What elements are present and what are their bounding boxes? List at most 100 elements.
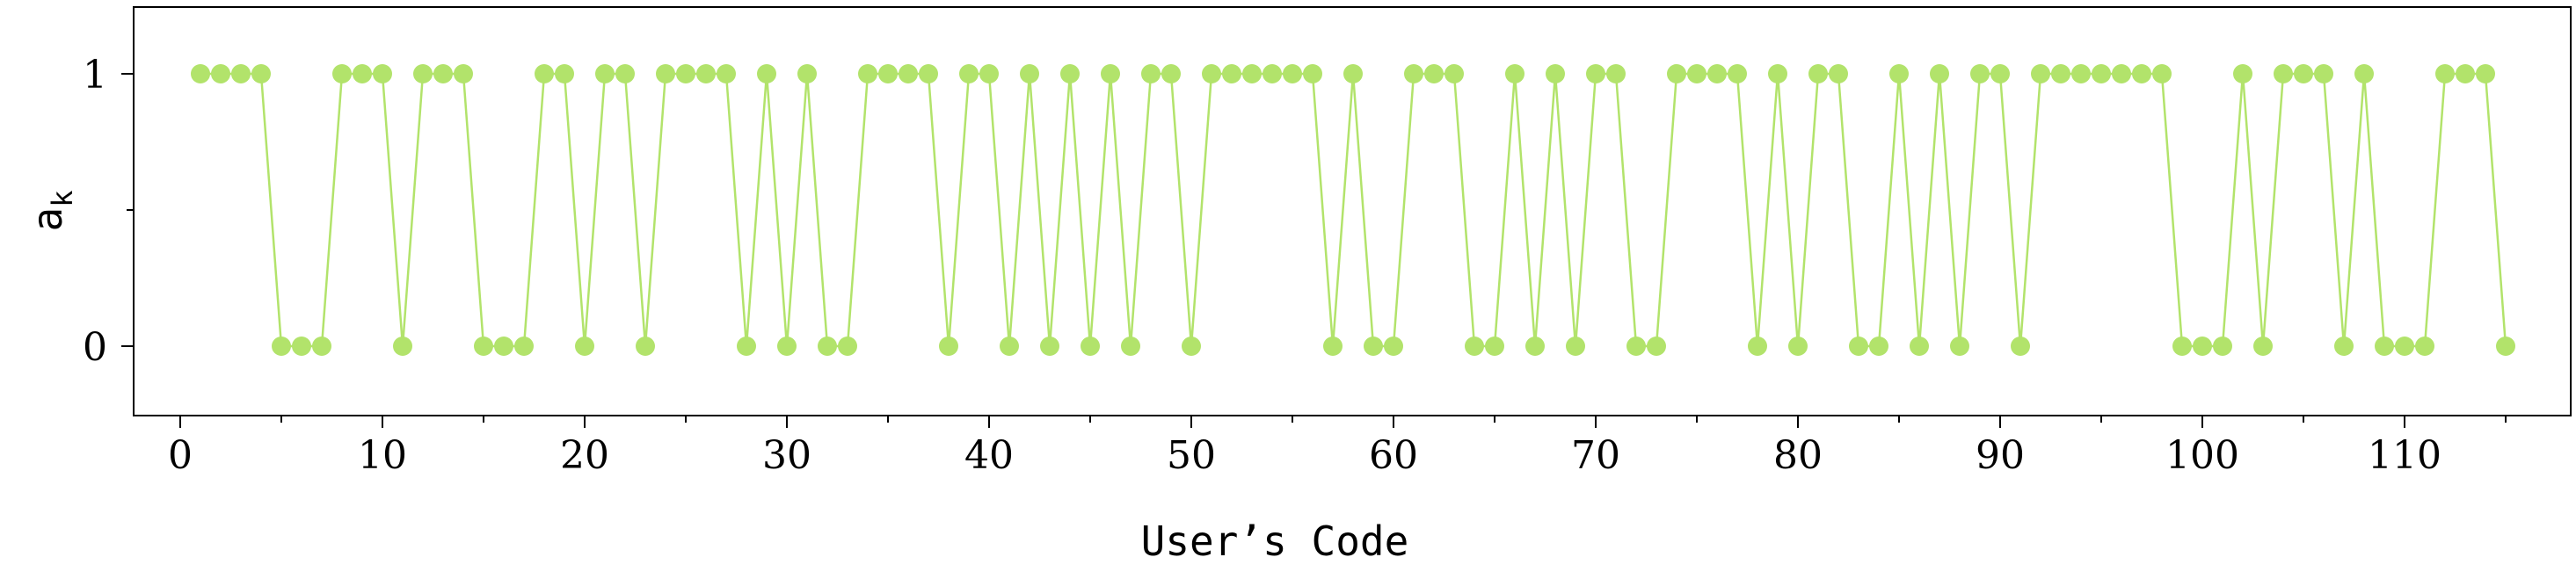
- data-point: [1869, 337, 1888, 356]
- data-point: [1444, 64, 1464, 83]
- data-point: [1970, 64, 1990, 83]
- data-point: [1566, 337, 1585, 356]
- data-point: [878, 64, 898, 83]
- data-point: [676, 64, 695, 83]
- data-point: [353, 64, 372, 83]
- data-point: [797, 64, 817, 83]
- x-tick-label: 20: [560, 433, 609, 478]
- data-point: [1101, 64, 1120, 83]
- data-point: [1748, 337, 1767, 356]
- data-point: [615, 64, 635, 83]
- data-point: [191, 64, 210, 83]
- data-point: [1485, 337, 1504, 356]
- data-point: [514, 337, 534, 356]
- data-point: [1303, 64, 1322, 83]
- x-tick-label: 80: [1773, 433, 1823, 478]
- data-point: [1950, 337, 1969, 356]
- data-point: [1586, 64, 1605, 83]
- data-point: [1323, 337, 1343, 356]
- data-point: [2193, 337, 2212, 356]
- data-point: [1182, 337, 1201, 356]
- data-point: [2354, 64, 2374, 83]
- data-point: [1141, 64, 1161, 83]
- x-tick-label: 40: [964, 433, 1014, 478]
- data-point: [393, 337, 412, 356]
- data-point: [838, 337, 857, 356]
- data-point: [1728, 64, 1747, 83]
- data-point: [1161, 64, 1181, 83]
- labels: 0 10 20 30 40 50 60 70 80 90 100 110 0 1 User’s Code ak: [24, 53, 2441, 565]
- data-point: [1384, 337, 1403, 356]
- x-axis-title: User’s Code: [1141, 517, 1409, 565]
- data-point: [818, 337, 837, 356]
- data-point: [899, 64, 918, 83]
- data-point: [1000, 337, 1019, 356]
- data-point: [1465, 337, 1484, 356]
- data-point: [2213, 337, 2232, 356]
- data-point: [2031, 64, 2050, 83]
- axes: [121, 6, 2572, 428]
- data-point: [1707, 64, 1727, 83]
- data-point: [2395, 337, 2414, 356]
- data-point: [231, 64, 251, 83]
- data-point: [1364, 337, 1383, 356]
- data-point: [2112, 64, 2131, 83]
- data-point: [2152, 64, 2172, 83]
- data-point: [413, 64, 433, 83]
- data-point: [1060, 64, 1080, 83]
- data-point: [1546, 64, 1565, 83]
- data-point: [1910, 337, 1929, 356]
- data-point: [1121, 337, 1140, 356]
- data-point: [757, 64, 776, 83]
- data-point: [1849, 337, 1868, 356]
- data-point: [2051, 64, 2070, 83]
- data-point: [1768, 64, 1787, 83]
- data-point: [696, 64, 716, 83]
- data-point: [2435, 64, 2455, 83]
- data-point: [1202, 64, 1221, 83]
- data-point: [979, 64, 999, 83]
- data-point: [1040, 337, 1059, 356]
- data-point: [1687, 64, 1706, 83]
- data-point: [1505, 64, 1524, 83]
- series-line: [200, 72, 2507, 348]
- data-point: [2092, 64, 2111, 83]
- data-point: [636, 337, 655, 356]
- data-point: [1788, 337, 1808, 356]
- data-point: [717, 64, 736, 83]
- series-a-k: [191, 64, 2515, 356]
- data-point: [1404, 64, 1423, 83]
- data-point: [1930, 64, 1949, 83]
- data-point: [919, 64, 938, 83]
- data-point: [433, 64, 453, 83]
- data-point: [535, 64, 554, 83]
- data-point: [2456, 64, 2475, 83]
- data-point: [2274, 64, 2293, 83]
- data-point: [1606, 64, 1626, 83]
- x-tick-label: 100: [2165, 433, 2239, 478]
- data-point: [1889, 64, 1909, 83]
- data-point: [312, 337, 331, 356]
- data-point: [373, 64, 392, 83]
- data-point: [959, 64, 979, 83]
- data-point: [777, 337, 797, 356]
- data-point: [1222, 64, 1241, 83]
- data-point: [494, 337, 513, 356]
- data-point: [555, 64, 574, 83]
- data-point: [575, 337, 594, 356]
- x-tick-label: 0: [168, 433, 193, 478]
- data-point: [2314, 64, 2333, 83]
- data-point: [737, 337, 756, 356]
- data-point: [1808, 64, 1828, 83]
- data-point: [1647, 337, 1666, 356]
- data-point: [1343, 64, 1363, 83]
- data-point: [2415, 337, 2434, 356]
- data-point: [1829, 64, 1848, 83]
- data-point: [2132, 64, 2151, 83]
- data-point: [2071, 64, 2091, 83]
- x-tick-label: 50: [1167, 433, 1216, 478]
- data-point: [1242, 64, 1262, 83]
- data-point: [1020, 64, 1039, 83]
- y-tick-label: 1: [83, 53, 107, 98]
- data-point: [939, 337, 958, 356]
